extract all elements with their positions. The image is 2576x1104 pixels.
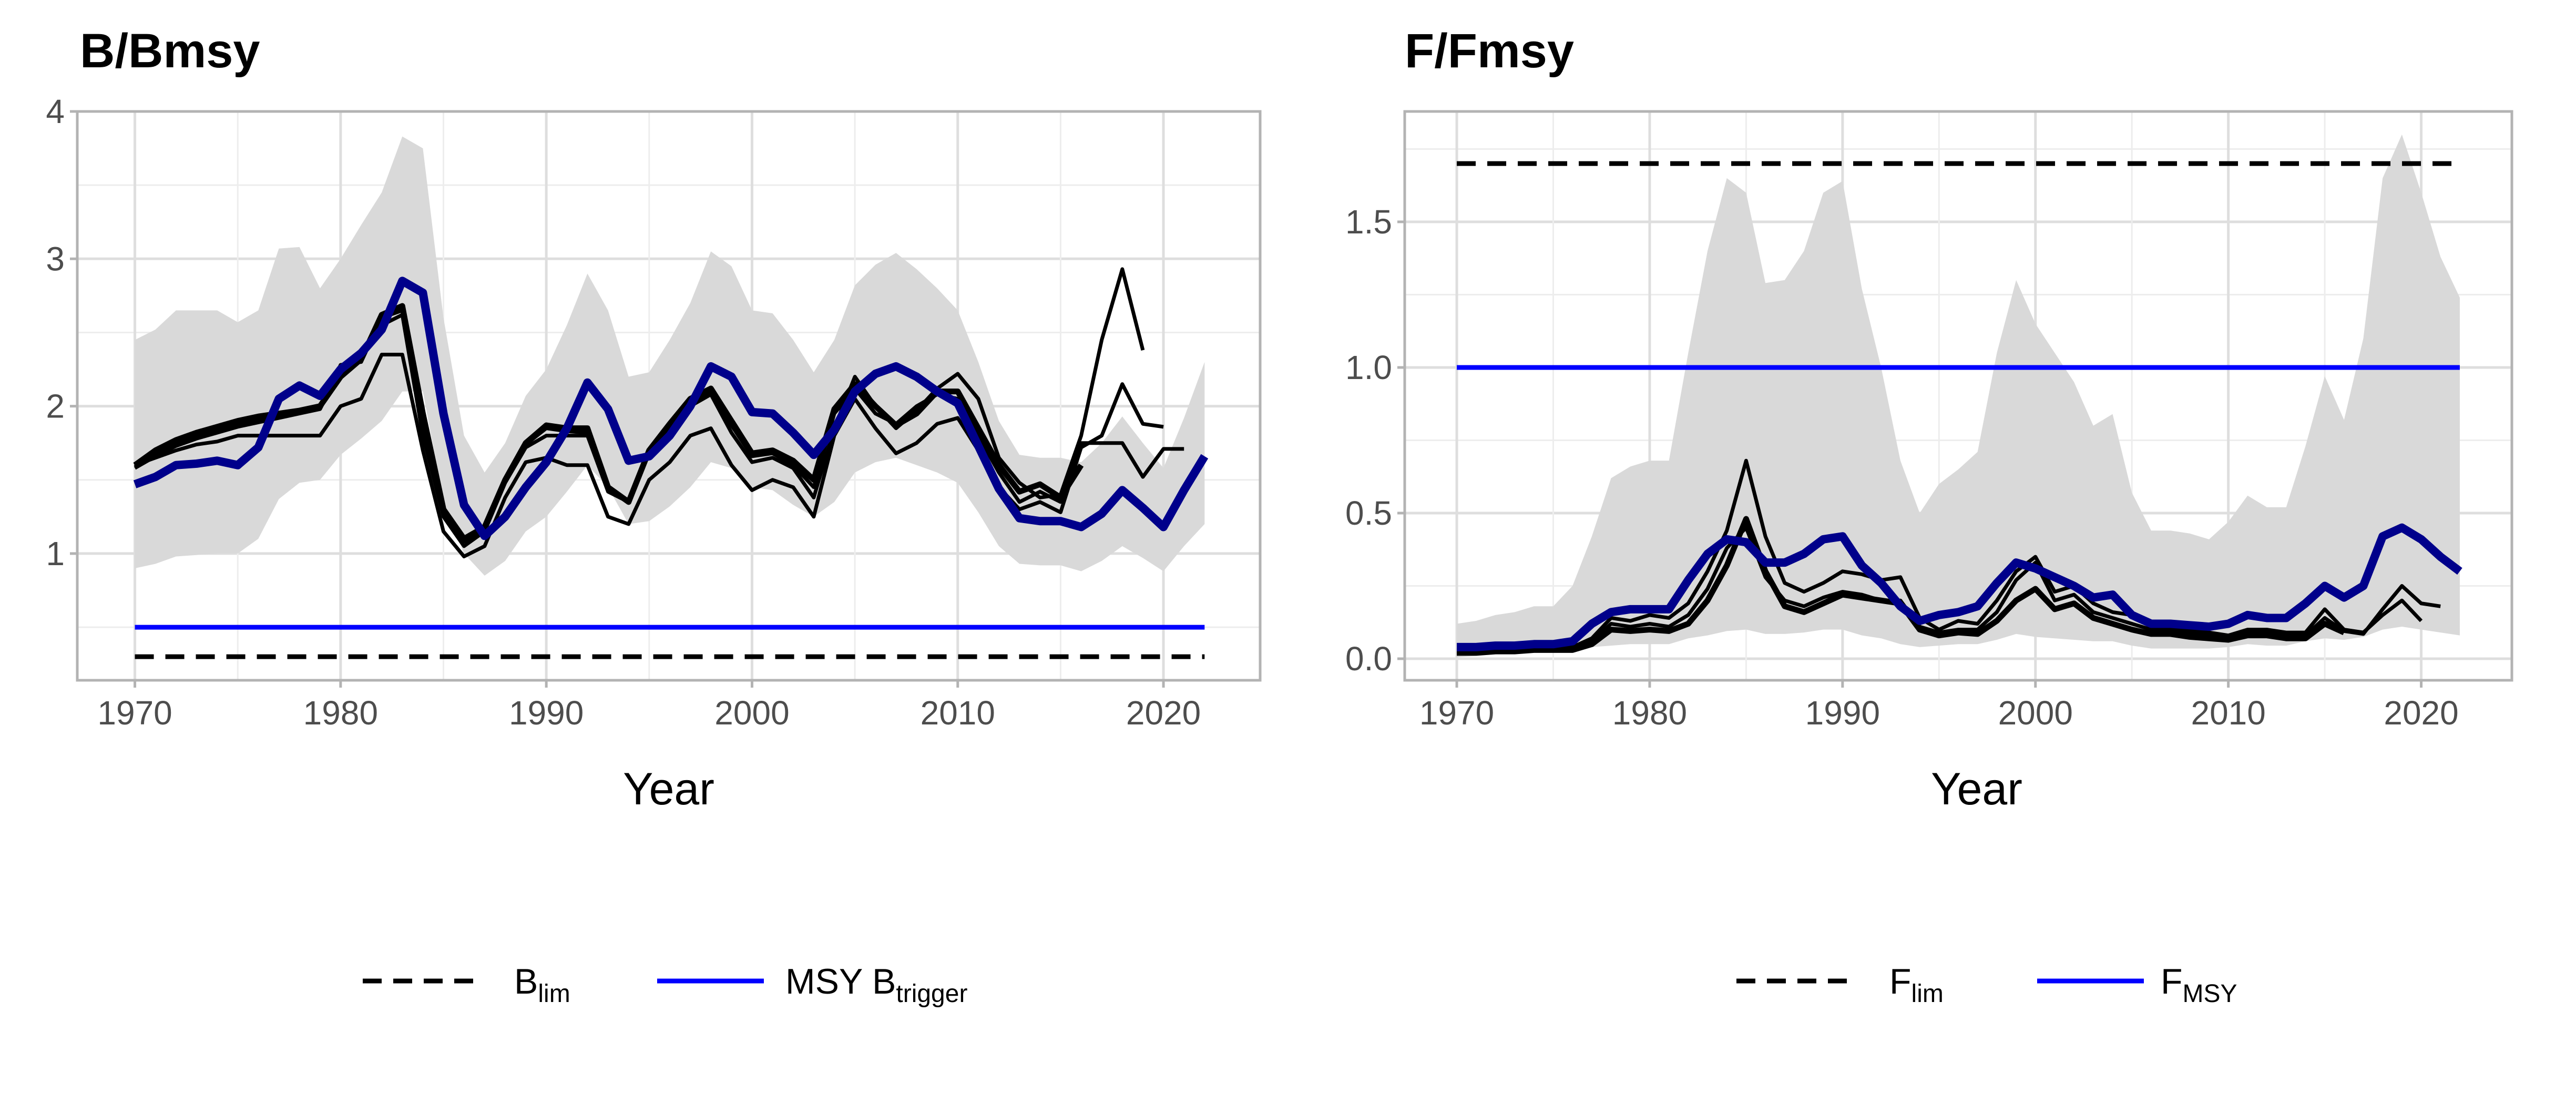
panel-frame	[76, 110, 1262, 682]
y-tick-label: 1.0	[1345, 349, 1392, 386]
y-tick-label: 0.0	[1345, 640, 1392, 678]
main-series-line	[1457, 523, 2462, 651]
main-series	[1457, 523, 2462, 651]
x-axis: 1970 1980 1990 2000 2010 2020	[1419, 680, 2459, 732]
retrospective-line-4	[134, 308, 1184, 544]
y-tick-label: 1.5	[1345, 203, 1392, 241]
x-tick-label: 2020	[2384, 694, 2458, 732]
x-tick-label: 1970	[1419, 694, 1494, 732]
x-tick-label: 1980	[1612, 694, 1687, 732]
legend: Flim FMSY	[1736, 962, 2237, 1008]
x-axis-label: Year	[623, 764, 714, 814]
x-tick-label: 1990	[509, 694, 584, 732]
y-tick-label: 3	[46, 240, 65, 278]
y-tick-label: 2	[46, 387, 65, 425]
y-tick-label: 1	[46, 535, 65, 573]
x-tick-label: 2010	[921, 694, 995, 732]
y-axis: 1 2 3 4	[46, 93, 77, 573]
legend-label-flim: Flim	[1889, 962, 1944, 1008]
x-tick-label: 1980	[303, 694, 378, 732]
x-tick-label: 2020	[1126, 694, 1201, 732]
confidence-band	[1457, 134, 2460, 658]
chart-title: B/Bmsy	[80, 24, 260, 78]
legend-label-msy-btrigger: MSY Btrigger	[785, 962, 967, 1008]
x-tick-label: 2000	[1998, 694, 2073, 732]
panel-f-fmsy: F/Fmsy 0.0 0.5 1.0 1.5 1970 1980 1990 2000 2010…	[1345, 24, 2513, 1008]
y-tick-label: 0.5	[1345, 494, 1392, 532]
uncertainty-band	[1457, 134, 2460, 658]
panel-border	[1403, 110, 2513, 682]
retrospective-line-3	[1457, 526, 2441, 653]
reference-lines	[1457, 161, 2460, 370]
y-tick-label: 4	[46, 93, 65, 130]
x-tick-label: 2000	[714, 694, 789, 732]
legend-label-blim: Blim	[514, 962, 570, 1008]
confidence-band	[135, 136, 1205, 576]
x-axis-label: Year	[1931, 764, 2022, 814]
panel-border	[76, 110, 1262, 682]
retrospective-line-2	[1457, 458, 2423, 652]
chart-title: F/Fmsy	[1405, 24, 1574, 78]
x-tick-label: 1970	[97, 694, 172, 732]
reference-lines	[135, 625, 1205, 659]
y-axis: 0.0 0.5 1.0 1.5	[1345, 203, 1405, 678]
legend: Blim MSY Btrigger	[363, 962, 967, 1008]
uncertainty-band	[135, 136, 1205, 576]
main-series-line	[133, 277, 1209, 540]
x-axis: 1970 1980 1990 2000 2010 2020	[97, 680, 1201, 732]
main-series	[133, 277, 1209, 540]
panel-frame	[1403, 110, 2513, 682]
legend-label-fmsy: FMSY	[2161, 962, 2237, 1008]
x-tick-label: 2010	[2191, 694, 2265, 732]
panel-b-bmsy: B/Bmsy 1 2 3 4 1970 1980 1990 2000 2010 2020 Yea…	[46, 24, 1262, 1008]
x-tick-label: 1990	[1805, 694, 1880, 732]
